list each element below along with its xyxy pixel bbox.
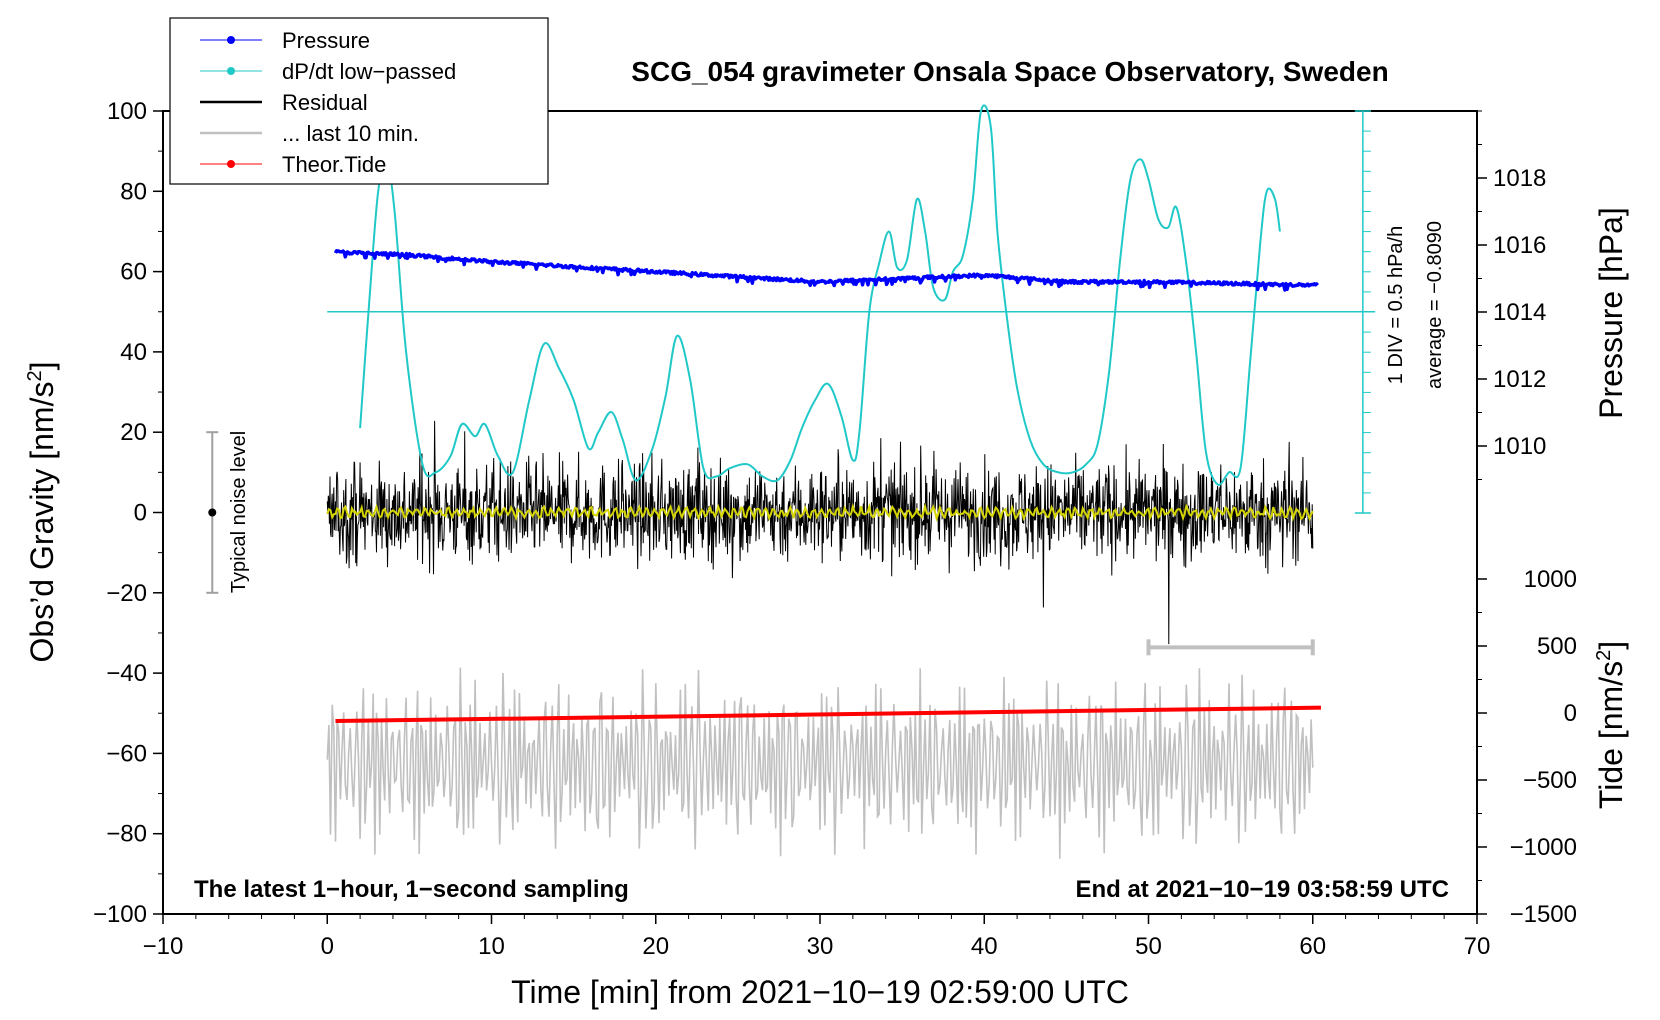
legend-marker: [227, 67, 235, 75]
y-left-tick-label: 20: [120, 419, 147, 446]
y-left-tick-label: −40: [106, 660, 147, 687]
pressure-tick-label: 1010: [1493, 433, 1546, 460]
tide-tick-label: −500: [1523, 767, 1577, 794]
dpdt-scale-label: 1 DIV = 0.5 hPa/h: [1385, 226, 1407, 384]
tide-tick-label: 1000: [1524, 566, 1577, 593]
y-left-tick-label: 0: [134, 500, 147, 527]
legend: Pressure dP/dt low−passed Residual ... last…: [169, 17, 549, 185]
legend-marker: [227, 160, 235, 168]
pressure-tick-label: 1018: [1493, 165, 1546, 192]
y-axis-tide-title: Tide [nm/s2]: [1593, 641, 1629, 809]
dpdt-average-label: average = −0.8090: [1424, 221, 1446, 389]
y-axis-left-title-end: ]: [24, 362, 60, 371]
x-axis-title: Time [min] from 2021−10−19 02:59:00 UTC: [511, 974, 1129, 1010]
y-left-tick-label: 80: [120, 178, 147, 205]
y-axis-tide-title-text: Tide [nm/s: [1593, 661, 1629, 809]
y-left-tick-label: 60: [120, 259, 147, 286]
y-left-tick-label: −80: [106, 821, 147, 848]
data-layer: [206, 104, 1376, 859]
y-left-tick-label: −20: [106, 580, 147, 607]
bottom-right-note: End at 2021−10−19 03:58:59 UTC: [1075, 876, 1449, 903]
y-axis-tide-title-sup: 2: [1593, 650, 1615, 661]
last10-series: [326, 667, 1314, 859]
bottom-left-note: The latest 1−hour, 1−second sampling: [194, 876, 629, 903]
tide-series: [335, 705, 1321, 724]
y-left-tick-label: −60: [106, 740, 147, 767]
legend-label: Pressure: [282, 28, 370, 53]
tide-tick-label: 500: [1537, 633, 1577, 660]
y-left-tick-label: 100: [107, 98, 147, 125]
y-axis-left-title: Obs’d Gravity [nm/s2]: [24, 362, 60, 663]
y-axis-left-title-sup: 2: [24, 370, 46, 381]
legend-label: dP/dt low−passed: [282, 59, 456, 84]
x-tick-label: 20: [642, 933, 669, 960]
chart-title: SCG_054 gravimeter Onsala Space Observat…: [631, 56, 1388, 87]
noise-bar-center: [208, 508, 217, 517]
y-axis-left-title-text: Obs’d Gravity [nm/s: [24, 382, 60, 663]
x-tick-label: 10: [478, 933, 505, 960]
y-left-tick-label: 40: [120, 339, 147, 366]
pressure-tick-label: 1014: [1493, 299, 1546, 326]
axes-layer: −10 0 10 20 30 40 50 60 70100806040200−20−40−60−…: [93, 98, 1577, 960]
x-tick-label: −10: [143, 933, 184, 960]
x-tick-label: 70: [1464, 933, 1491, 960]
pressure-tick-label: 1016: [1493, 232, 1546, 259]
legend-label: Residual: [282, 90, 368, 115]
x-tick-label: 30: [807, 933, 834, 960]
y-left-tick-label: −100: [93, 901, 147, 928]
tide-tick-label: −1500: [1510, 901, 1577, 928]
legend-label: Theor.Tide: [282, 152, 386, 177]
legend-label: ... last 10 min.: [282, 121, 419, 146]
x-tick-label: 60: [1299, 933, 1326, 960]
y-axis-pressure-title: Pressure [hPa]: [1593, 207, 1629, 419]
y-axis-tide-title-end: ]: [1593, 641, 1629, 650]
legend-items: Pressure dP/dt low−passed Residual ... last…: [200, 28, 456, 177]
x-tick-label: 0: [321, 933, 334, 960]
x-tick-label: 40: [971, 933, 998, 960]
tide-tick-label: 0: [1564, 700, 1577, 727]
tide-tick-label: −1000: [1510, 834, 1577, 861]
dpdt-series: [359, 104, 1281, 486]
pressure-series: [333, 249, 1319, 292]
residual-series: [326, 420, 1314, 645]
residual-smooth-series: [326, 502, 1314, 522]
noise-level-label: Typical noise level: [228, 431, 250, 593]
x-tick-label: 50: [1135, 933, 1162, 960]
pressure-tick-label: 1012: [1493, 366, 1546, 393]
legend-marker: [227, 36, 235, 44]
